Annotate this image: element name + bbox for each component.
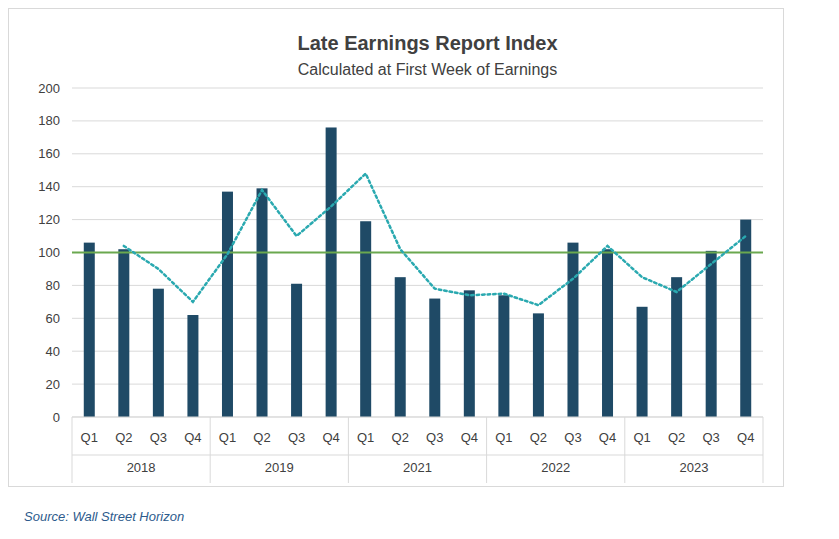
x-tick-label: Q4 <box>322 430 339 445</box>
bar <box>153 289 164 417</box>
y-tick-label: 60 <box>46 311 60 326</box>
grid-line <box>72 120 763 121</box>
chart-frame <box>9 9 784 487</box>
x-tick-label: Q3 <box>150 430 167 445</box>
group-separator <box>348 417 349 483</box>
x-axis <box>72 417 763 418</box>
x-tick-label: Q1 <box>81 430 98 445</box>
x-tick-label: Q2 <box>392 430 409 445</box>
grid-line <box>72 219 763 220</box>
grid-line <box>72 88 763 89</box>
bar <box>360 221 371 417</box>
y-tick-label: 40 <box>46 344 60 359</box>
x-tick-label: Q1 <box>219 430 236 445</box>
y-tick-label: 100 <box>38 245 60 260</box>
group-separator <box>763 417 764 483</box>
x-tick-label: Q4 <box>599 430 616 445</box>
x-tick-label: Q2 <box>530 430 547 445</box>
y-tick-label: 80 <box>46 278 60 293</box>
bar <box>84 243 95 417</box>
x-tick-label: Q1 <box>357 430 374 445</box>
grid-line <box>72 351 763 352</box>
bar <box>257 188 268 417</box>
group-separator <box>624 417 625 483</box>
group-separator <box>210 417 211 483</box>
grid-line <box>72 318 763 319</box>
bar <box>671 277 682 417</box>
grid-line <box>72 252 763 253</box>
group-separator <box>72 417 73 483</box>
x-tick-label: Q2 <box>668 430 685 445</box>
bar <box>602 249 613 417</box>
x-tick-label: Q3 <box>564 430 581 445</box>
bar <box>740 220 751 417</box>
reference-line <box>72 252 763 254</box>
y-tick-label: 0 <box>53 410 60 425</box>
bar <box>395 277 406 417</box>
x-tick-label: Q3 <box>426 430 443 445</box>
x-tick-label: Q1 <box>495 430 512 445</box>
y-tick-label: 180 <box>38 113 60 128</box>
x-tick-label: Q4 <box>461 430 478 445</box>
bar <box>118 249 129 417</box>
bar <box>326 127 337 417</box>
grid-line <box>72 417 763 418</box>
x-tick-label: Q4 <box>184 430 201 445</box>
bar <box>187 315 198 417</box>
x-tick-label: Q4 <box>737 430 754 445</box>
group-label: 2019 <box>265 460 294 475</box>
subtitle: Calculated at First Week of Earnings <box>298 61 557 78</box>
y-tick-label: 20 <box>46 377 60 392</box>
x-tick-label: Q1 <box>633 430 650 445</box>
x-tick-label: Q2 <box>253 430 270 445</box>
grid-line <box>72 384 763 385</box>
bar <box>567 243 578 417</box>
x-tick-label: Q3 <box>288 430 305 445</box>
x-tick-label: Q2 <box>115 430 132 445</box>
bar <box>222 192 233 417</box>
y-tick-label: 120 <box>38 212 60 227</box>
line <box>124 174 746 306</box>
group-axis <box>72 455 763 456</box>
y-tick-label: 200 <box>38 81 60 96</box>
group-label: 2021 <box>403 460 432 475</box>
source: Source: Wall Street Horizon <box>24 509 184 524</box>
title: Late Earnings Report Index <box>297 32 557 54</box>
group-label: 2018 <box>127 460 156 475</box>
group-label: 2023 <box>679 460 708 475</box>
x-tick-label: Q3 <box>703 430 720 445</box>
group-label: 2022 <box>541 460 570 475</box>
y-tick-label: 160 <box>38 146 60 161</box>
bar <box>291 284 302 417</box>
grid-line <box>72 186 763 187</box>
chart: Late Earnings Report Index Calculated at … <box>0 0 839 539</box>
bar <box>498 295 509 417</box>
bar <box>706 251 717 417</box>
grid-line <box>72 153 763 154</box>
bar <box>429 299 440 417</box>
bar <box>464 290 475 417</box>
plot-area <box>72 127 763 417</box>
bar <box>533 313 544 417</box>
bar <box>637 307 648 417</box>
group-separator <box>486 417 487 483</box>
y-tick-label: 140 <box>38 179 60 194</box>
